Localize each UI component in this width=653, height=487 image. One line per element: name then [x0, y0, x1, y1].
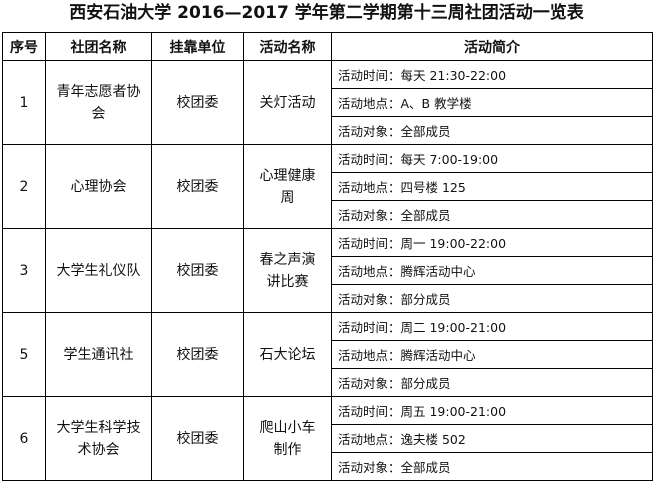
activity-location: 活动地点：A、B 教学楼 [331, 88, 653, 117]
table-subrow: 活动地点：腾辉活动中心 [3, 340, 653, 369]
activity-name: 春之声演讲比赛 [243, 228, 332, 313]
activity-name: 石大论坛 [243, 312, 332, 397]
table-subrow: 活动对象：全部成员 [3, 116, 653, 145]
row-number: 1 [2, 60, 46, 145]
activity-location: 活动地点：腾辉活动中心 [331, 340, 653, 369]
activity-name: 爬山小车制作 [243, 396, 332, 481]
activity-name: 心理健康周 [243, 144, 332, 229]
table-subrow: 活动对象：部分成员 [3, 368, 653, 397]
activity-time: 活动时间：周五 19:00-21:00 [331, 396, 653, 425]
activity-audience: 活动对象：部分成员 [331, 368, 653, 397]
header-activity: 活动名称 [243, 32, 332, 61]
table-subrow: 活动对象：全部成员 [3, 452, 653, 481]
table-row: 1 青年志愿者协会 校团委 关灯活动 活动时间：每天 21:30-22:00 [2, 60, 653, 145]
activity-time: 活动时间：周一 19:00-22:00 [331, 228, 653, 257]
header-unit: 挂靠单位 [151, 32, 244, 61]
activity-name: 关灯活动 [243, 60, 332, 145]
table-row: 6 大学生科学技术协会 校团委 爬山小车制作 活动时间：周五 19:00-21:00 [2, 396, 653, 481]
table-header-row: 序号 社团名称 挂靠单位 活动名称 活动简介 [2, 32, 653, 61]
activity-location: 活动地点：逸夫楼 502 [331, 424, 653, 453]
table-subrow: 活动地点：腾辉活动中心 [3, 256, 653, 285]
activity-audience: 活动对象：全部成员 [331, 116, 653, 145]
header-no: 序号 [2, 32, 46, 61]
club-name: 大学生科学技术协会 [45, 396, 152, 481]
club-name: 学生通讯社 [45, 312, 152, 397]
activity-time: 活动时间：每天 21:30-22:00 [331, 60, 653, 89]
table-subrow: 活动地点：A、B 教学楼 [3, 88, 653, 117]
club-name: 青年志愿者协会 [45, 60, 152, 145]
table-subrow: 活动对象：全部成员 [3, 200, 653, 229]
activity-audience: 活动对象：部分成员 [331, 284, 653, 313]
table-row: 5 学生通讯社 校团委 石大论坛 活动时间：周二 19:00-21:00 [2, 312, 653, 397]
club-name: 大学生礼仪队 [45, 228, 152, 313]
row-number: 6 [2, 396, 46, 481]
activity-audience: 活动对象：全部成员 [331, 452, 653, 481]
table-row: 2 心理协会 校团委 心理健康周 活动时间：每天 7:00-19:00 [2, 144, 653, 229]
table-row: 3 大学生礼仪队 校团委 春之声演讲比赛 活动时间：周一 19:00-22:00 [2, 228, 653, 313]
affiliated-unit: 校团委 [151, 312, 244, 397]
row-number: 5 [2, 312, 46, 397]
table-subrow: 活动地点：逸夫楼 502 [3, 424, 653, 453]
header-details: 活动简介 [331, 32, 653, 61]
row-number: 2 [2, 144, 46, 229]
header-club: 社团名称 [45, 32, 152, 61]
table-subrow: 活动对象：部分成员 [3, 284, 653, 313]
activity-location: 活动地点：腾辉活动中心 [331, 256, 653, 285]
page-title: 西安石油大学 2016—2017 学年第二学期第十三周社团活动一览表 [69, 3, 584, 23]
affiliated-unit: 校团委 [151, 396, 244, 481]
table-body: 1 青年志愿者协会 校团委 关灯活动 活动时间：每天 21:30-22:00 活动地点：A… [2, 60, 653, 481]
club-name: 心理协会 [45, 144, 152, 229]
affiliated-unit: 校团委 [151, 228, 244, 313]
activity-time: 活动时间：周二 19:00-21:00 [331, 312, 653, 341]
activity-location: 活动地点：四号楼 125 [331, 172, 653, 201]
activity-time: 活动时间：每天 7:00-19:00 [331, 144, 653, 173]
activity-audience: 活动对象：全部成员 [331, 200, 653, 229]
activity-table: 序号 社团名称 挂靠单位 活动名称 活动简介 1 青年志愿者协会 校团委 关灯活动 活动… [2, 32, 653, 481]
row-number: 3 [2, 228, 46, 313]
affiliated-unit: 校团委 [151, 60, 244, 145]
affiliated-unit: 校团委 [151, 144, 244, 229]
